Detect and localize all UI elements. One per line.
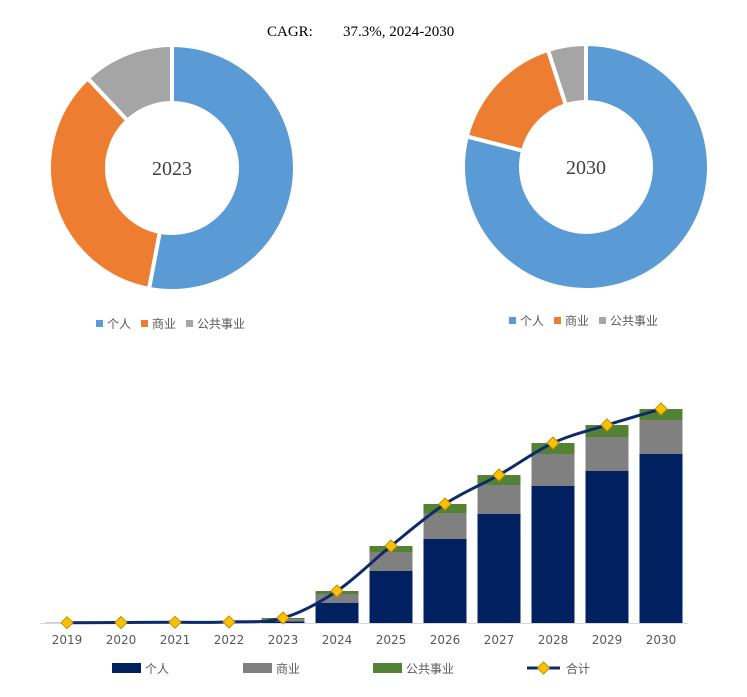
stacked-bar-chart: 2019 2020 2021 2022 2023 2024 2025 2026 2027 2028… (40, 402, 688, 676)
legend-swatch (243, 663, 272, 673)
line-marker-2024 (330, 584, 344, 598)
legend-label: 商业 (152, 316, 176, 331)
legend-label: 个人 (107, 317, 131, 331)
bar-个人-2030 (639, 454, 683, 623)
legend-label: 公共事业 (610, 314, 658, 328)
bar-商业-2024 (315, 594, 359, 603)
legend-label: 商业 (565, 313, 589, 328)
cagr-label: CAGR: (267, 24, 313, 40)
line-marker-2028 (546, 436, 560, 450)
bar-商业-2027 (477, 485, 521, 514)
line-marker-2022 (222, 615, 236, 629)
donut-center-label: 2023 (152, 158, 192, 180)
x-tick-label: 2019 (52, 633, 83, 647)
x-tick-label: 2024 (322, 633, 353, 647)
bar-个人-2025 (369, 571, 413, 623)
line-marker-2027 (492, 468, 506, 482)
bar-商业-2030 (639, 420, 683, 454)
legend-swatch (112, 663, 141, 673)
legend-label: 公共事业 (197, 317, 245, 331)
legend-label: 商业 (276, 661, 300, 676)
line-marker-2019 (60, 615, 74, 630)
line-marker-2030 (654, 402, 668, 416)
line-marker-2023 (276, 611, 290, 625)
bar-个人-2029 (585, 471, 629, 623)
legend-swatch (373, 663, 402, 673)
bar-个人-2026 (423, 539, 467, 623)
legend-label: 个人 (145, 662, 169, 676)
legend-swatch (599, 317, 606, 324)
donut-slice-个人 (146, 42, 297, 293)
x-tick-label: 2022 (214, 633, 245, 647)
x-tick-label: 2020 (106, 633, 137, 647)
line-marker-2026 (438, 497, 452, 511)
donut-chart-2030: 2030 个人 商业 公共事业 (461, 41, 711, 328)
legend-swatch (141, 320, 148, 327)
donut-center-label: 2030 (566, 157, 606, 179)
donut-slice-商业 (47, 75, 163, 292)
line-marker-2020 (114, 615, 128, 630)
legend-label: 个人 (520, 314, 544, 328)
legend-label: 公共事业 (406, 662, 454, 676)
line-marker-2025 (384, 539, 398, 553)
x-tick-label: 2025 (376, 633, 407, 647)
x-tick-label: 2023 (268, 633, 299, 647)
bar-个人-2024 (315, 603, 359, 623)
donut-slice-个人 (461, 41, 711, 292)
bar-商业-2025 (369, 552, 413, 571)
x-tick-label: 2021 (160, 633, 191, 647)
legend-swatch (509, 317, 516, 324)
bar-商业-2026 (423, 513, 467, 539)
x-tick-label: 2030 (646, 633, 677, 647)
bar-个人-2027 (477, 514, 521, 623)
line-marker-2029 (600, 418, 614, 432)
line-marker-2021 (168, 615, 182, 630)
cagr-value: 37.3%, 2024-2030 (343, 24, 454, 40)
donut-chart-2023: 2023 个人 商业 公共事业 (47, 42, 297, 331)
legend-swatch (96, 320, 103, 327)
bar-商业-2028 (531, 454, 575, 486)
bar-个人-2028 (531, 486, 575, 623)
x-tick-label: 2026 (430, 633, 461, 647)
bar-商业-2029 (585, 437, 629, 471)
legend-diamond-icon (536, 661, 551, 675)
legend-label: 合计 (566, 661, 590, 676)
legend-swatch (554, 317, 561, 324)
x-tick-label: 2028 (538, 633, 569, 647)
x-tick-label: 2029 (592, 633, 623, 647)
legend-swatch (186, 320, 193, 327)
x-tick-label: 2027 (484, 633, 515, 647)
donut-slice-公共事业 (84, 42, 174, 124)
donut-slice-公共事业 (545, 41, 588, 108)
